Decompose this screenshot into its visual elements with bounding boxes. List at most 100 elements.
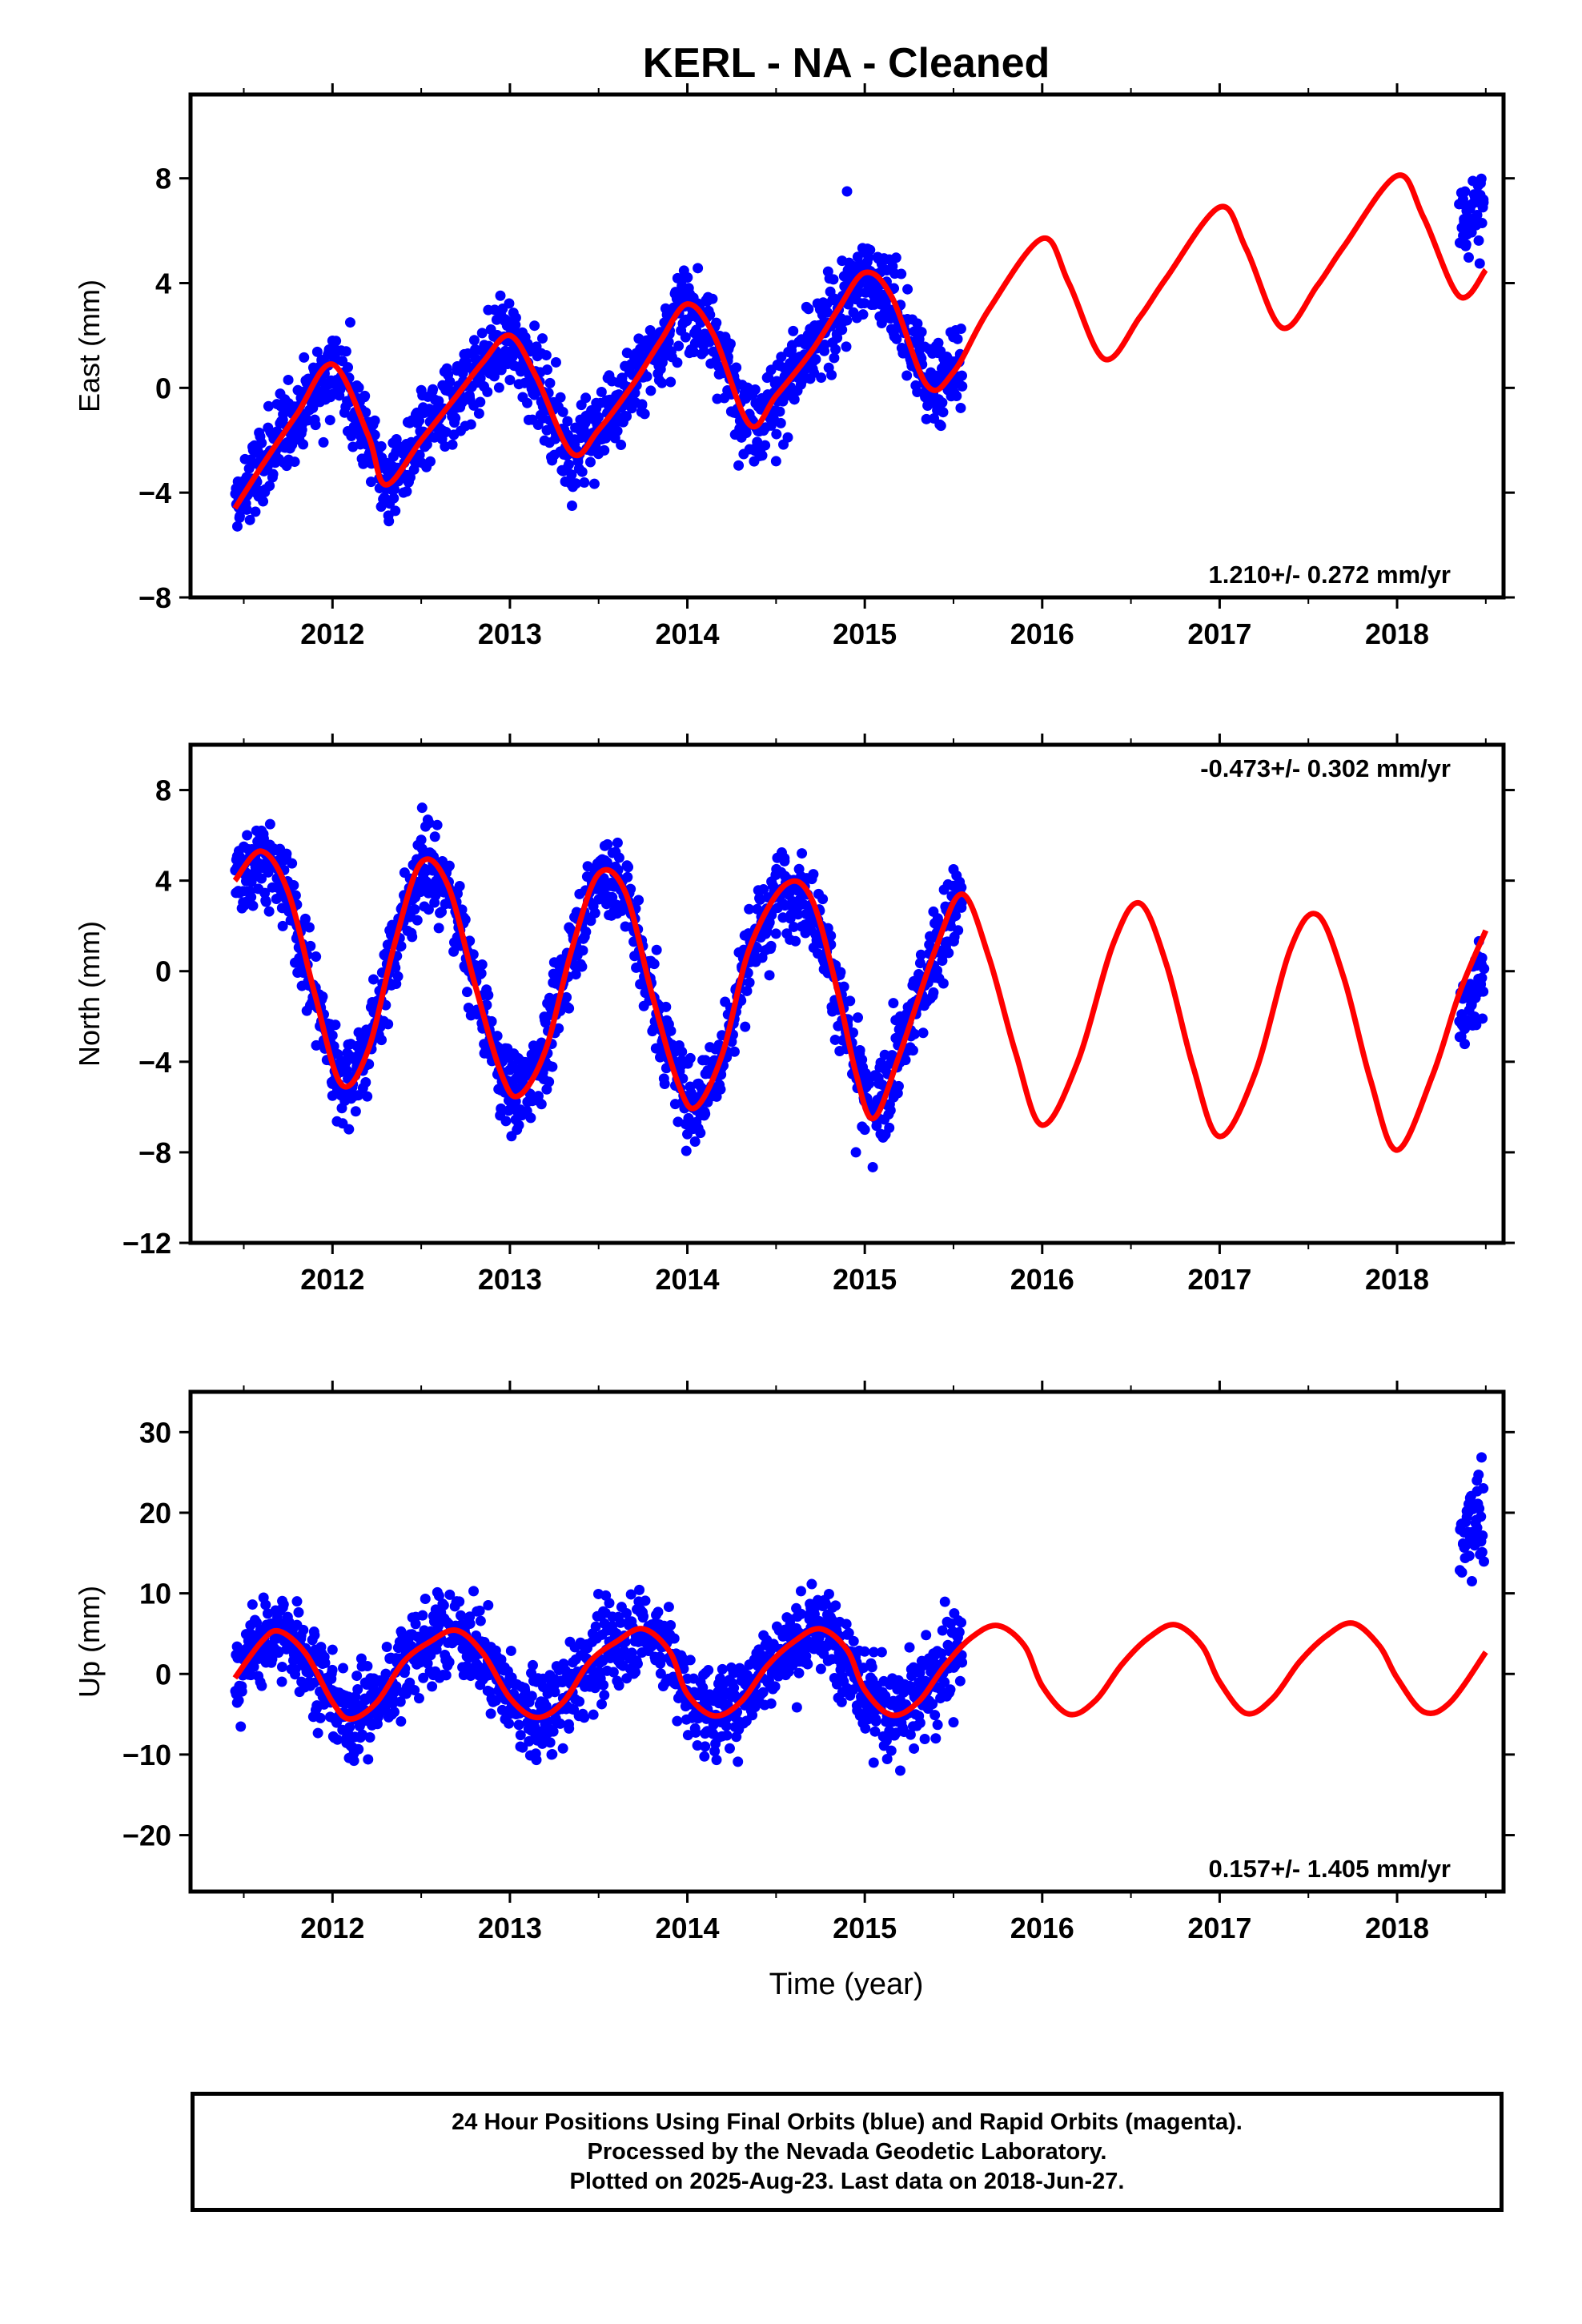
data-point <box>1472 1475 1483 1486</box>
data-point <box>613 1680 624 1691</box>
data-point <box>585 915 596 927</box>
plot-frame <box>188 92 1506 600</box>
data-point <box>536 1738 548 1749</box>
data-point <box>890 252 901 263</box>
data-point <box>747 1710 758 1721</box>
data-point <box>596 1699 608 1710</box>
data-point <box>454 881 465 892</box>
data-point <box>238 841 249 852</box>
data-point <box>391 1681 402 1692</box>
data-point <box>956 1617 967 1628</box>
data-point <box>876 1647 887 1658</box>
data-point <box>488 371 500 382</box>
data-point <box>685 1655 696 1666</box>
data-point <box>904 1642 915 1653</box>
data-point <box>779 855 790 866</box>
data-point <box>358 458 369 469</box>
data-point <box>850 1147 861 1158</box>
data-point <box>247 1599 258 1610</box>
plot-area <box>230 1452 1490 1776</box>
y-tick-label: 20 <box>139 1497 171 1530</box>
data-point <box>640 1595 651 1606</box>
footer-line-2: Processed by the Nevada Geodetic Laborat… <box>587 2138 1107 2165</box>
data-point <box>486 1015 497 1027</box>
data-point <box>311 951 322 963</box>
data-point <box>444 1589 456 1600</box>
data-point <box>319 1657 331 1668</box>
data-point <box>327 1030 338 1041</box>
data-point <box>276 1661 287 1672</box>
data-point <box>450 412 461 424</box>
data-point <box>665 1025 677 1036</box>
data-point <box>540 350 552 361</box>
data-point <box>263 400 274 412</box>
data-point <box>246 891 257 903</box>
data-point <box>588 1709 599 1720</box>
data-point <box>598 873 609 884</box>
y-tick-label: −4 <box>139 1046 171 1079</box>
data-point <box>757 450 768 461</box>
y-tick-label: 0 <box>155 1658 171 1691</box>
data-point <box>711 1755 722 1766</box>
data-point <box>673 1692 684 1703</box>
data-point <box>532 1091 544 1102</box>
data-point <box>433 396 444 407</box>
y-tick-label: 0 <box>155 372 171 404</box>
data-point <box>860 1723 871 1734</box>
data-point <box>721 1720 732 1731</box>
data-point <box>622 871 633 883</box>
data-point <box>917 1027 929 1039</box>
y-tick-label: 30 <box>139 1416 171 1449</box>
data-point <box>868 1647 879 1658</box>
data-point <box>436 907 448 918</box>
data-point <box>493 382 504 393</box>
data-point <box>806 1578 817 1590</box>
data-point <box>659 1079 670 1090</box>
data-point <box>902 283 913 295</box>
data-point <box>256 437 267 448</box>
data-point <box>260 1599 271 1610</box>
data-point <box>815 1663 826 1675</box>
data-point <box>570 478 581 489</box>
data-point <box>1479 963 1490 975</box>
data-point <box>937 397 948 408</box>
data-point <box>555 392 566 403</box>
data-point <box>504 375 516 386</box>
data-point <box>648 959 660 970</box>
data-point <box>527 1659 538 1671</box>
data-point <box>1472 1522 1483 1534</box>
data-point <box>690 1727 701 1738</box>
data-point <box>376 1035 387 1046</box>
data-point <box>416 802 428 814</box>
data-point <box>327 1644 338 1655</box>
data-point <box>1478 197 1489 208</box>
data-point <box>343 362 354 373</box>
data-point <box>550 356 561 368</box>
data-point <box>859 1124 870 1136</box>
data-point <box>733 460 745 471</box>
data-point <box>950 910 962 921</box>
data-point <box>396 940 407 951</box>
data-point <box>428 384 439 395</box>
data-point <box>310 420 321 431</box>
data-point <box>544 1737 556 1748</box>
data-point <box>752 436 763 448</box>
data-point <box>413 1693 424 1704</box>
data-point <box>244 514 255 525</box>
data-point <box>938 978 949 989</box>
data-point <box>933 337 944 348</box>
data-point <box>353 382 364 393</box>
data-point <box>791 1702 802 1713</box>
data-point <box>380 1668 391 1679</box>
data-point <box>265 1620 276 1631</box>
data-point <box>264 818 275 830</box>
data-point <box>779 870 790 882</box>
data-point <box>673 340 685 352</box>
data-point <box>825 931 837 942</box>
x-tick-label: 2012 <box>300 617 364 650</box>
data-point <box>383 1019 394 1030</box>
data-point <box>1476 1452 1488 1463</box>
data-point <box>830 1600 841 1611</box>
data-point <box>885 1745 897 1756</box>
data-point <box>930 1710 941 1721</box>
